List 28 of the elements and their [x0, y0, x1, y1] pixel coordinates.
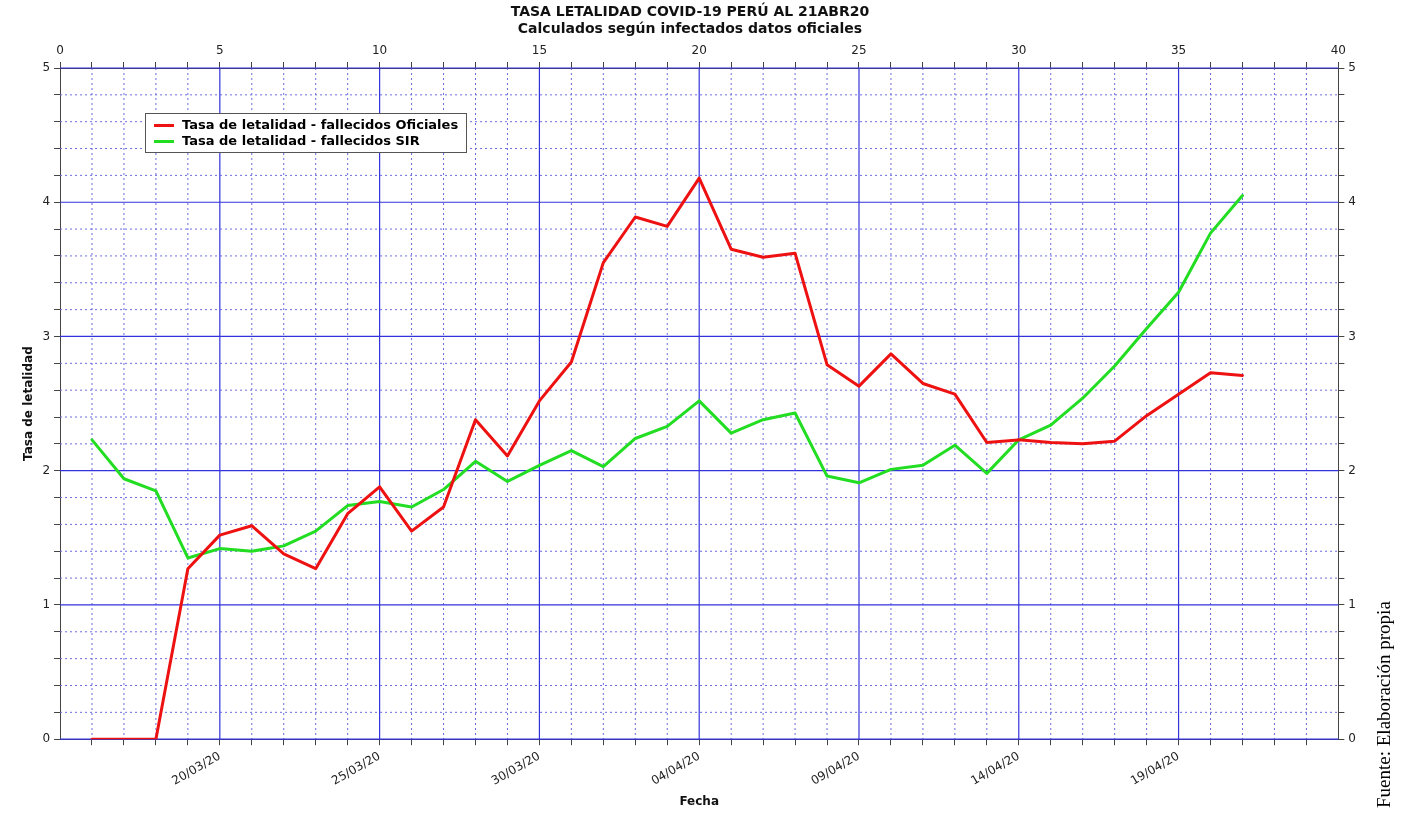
chart-subtitle: Calculados según infectados datos oficiales	[517, 19, 863, 36]
x2-tick-label: 15	[531, 42, 548, 57]
x2-tick-label: 0	[56, 42, 64, 57]
y2-tick-label: 5	[1348, 60, 1357, 75]
chart-title: TASA LETALIDAD COVID-19 PERÚ AL 21ABR20	[510, 2, 870, 20]
x2-tick-label: 30	[1011, 42, 1027, 57]
y-tick-label: 3	[42, 328, 51, 343]
x-axis-title: Fecha	[679, 793, 719, 808]
x2-tick-label: 20	[691, 42, 707, 57]
y2-tick-label: 2	[1348, 462, 1357, 477]
y2-tick-label: 4	[1348, 194, 1357, 209]
y-tick-label: 5	[42, 60, 51, 75]
source-note: Fuente: Elaboración propia	[1373, 601, 1395, 808]
x2-tick-label: 10	[371, 42, 388, 57]
x2-tick-label: 5	[216, 42, 224, 57]
y2-tick-label: 1	[1348, 597, 1357, 612]
legend-label: Tasa de letalidad - fallecidos Oficiales	[182, 117, 459, 133]
x2-tick-label: 40	[1330, 42, 1347, 57]
x2-tick-label: 35	[1170, 42, 1187, 57]
y2-tick-label: 0	[1348, 731, 1357, 746]
y2-tick-label: 3	[1348, 328, 1357, 343]
legend-label: Tasa de letalidad - fallecidos SIR	[182, 133, 420, 149]
y-tick-label: 0	[42, 731, 51, 746]
y-tick-label: 1	[42, 597, 51, 612]
y-tick-label: 2	[42, 462, 51, 477]
x2-tick-label: 25	[851, 42, 867, 57]
y-axis-title: Tasa de letalidad	[21, 346, 36, 461]
y-tick-label: 4	[42, 194, 51, 209]
